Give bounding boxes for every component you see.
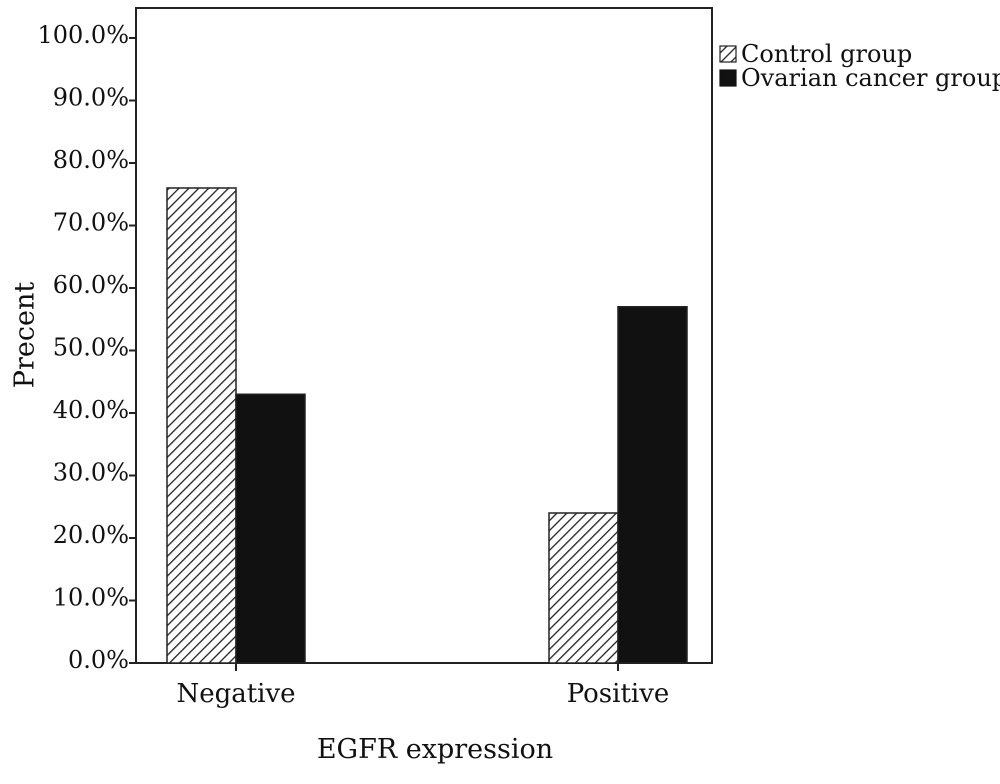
legend: Control group Ovarian cancer group [719, 40, 1000, 92]
legend-swatch-ovarian-cancer-group [719, 69, 737, 87]
y-tick-label: 10.0% [53, 584, 129, 612]
y-tick-label: 100.0% [37, 21, 129, 49]
y-tick-label: 20.0% [53, 521, 129, 549]
bar-control-group-negative [166, 187, 237, 664]
y-tick-label: 80.0% [53, 146, 129, 174]
y-tick-label: 40.0% [53, 396, 129, 424]
legend-label-ovarian-cancer-group: Ovarian cancer group [741, 64, 1000, 92]
y-axis-ticks: 0.0% 10.0% 20.0% 30.0% 40.0% 50.0% 60.0% 70.0% 8… [37, 21, 136, 674]
y-tick-label: 90.0% [53, 84, 129, 112]
x-axis-ticks: Negative Positive [176, 663, 669, 709]
y-axis-title: Precent [10, 282, 41, 389]
x-axis-title: EGFR expression [317, 734, 553, 765]
legend-swatch-control-group [719, 45, 737, 63]
x-tick-label: Positive [567, 679, 670, 709]
bar-ovarian-cancer-group-negative [235, 393, 306, 664]
y-tick-label: 0.0% [68, 646, 129, 674]
x-tick-label: Negative [176, 679, 295, 709]
y-tick-label: 30.0% [53, 459, 129, 487]
y-tick-label: 60.0% [53, 271, 129, 299]
bar-ovarian-cancer-group-positive [617, 306, 688, 664]
plot-frame [135, 7, 713, 664]
y-tick-label: 50.0% [53, 334, 129, 362]
legend-label-control-group: Control group [741, 40, 912, 68]
bar-control-group-positive [548, 512, 619, 664]
bars [166, 187, 688, 664]
y-tick-label: 70.0% [53, 209, 129, 237]
